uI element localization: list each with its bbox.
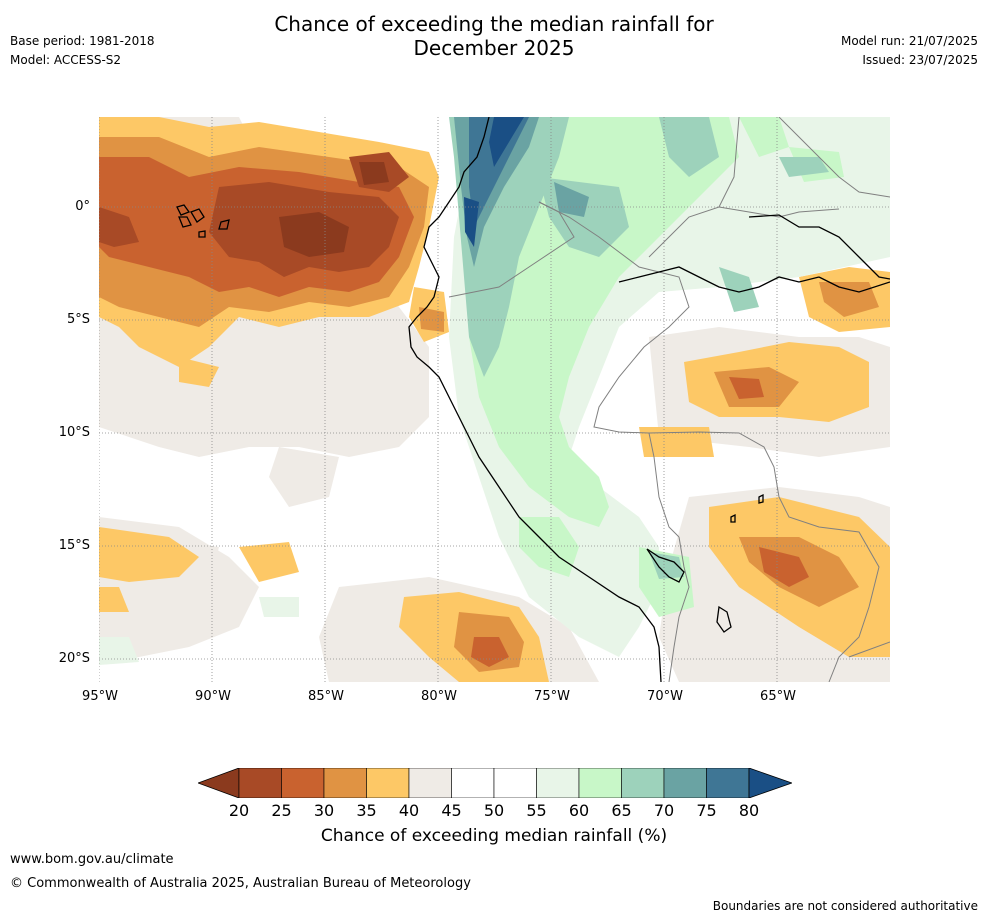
colorbar — [198, 768, 792, 798]
lon-label-95w: 95°W — [82, 689, 118, 704]
colorbar-bin — [281, 768, 325, 798]
rainfall-map — [99, 117, 890, 682]
colorbar-label: 80 — [738, 801, 760, 820]
colorbar-under-arrow — [198, 768, 240, 798]
footer-url[interactable]: www.bom.gov.au/climate — [10, 852, 174, 867]
colorbar-bin — [366, 768, 410, 798]
colorbar-bins — [238, 768, 750, 798]
colorbar-label: 70 — [653, 801, 675, 820]
lon-label-65w: 65°W — [760, 689, 796, 704]
colorbar-label: 20 — [228, 801, 250, 820]
lat-label-15s: 15°S — [58, 538, 90, 553]
colorbar-label: 65 — [611, 801, 632, 820]
colorbar-over-arrow — [748, 768, 792, 798]
colorbar-label: 35 — [356, 801, 377, 820]
lat-label-0: 0° — [75, 199, 90, 214]
lon-label-90w: 90°W — [195, 689, 231, 704]
issued-text: Issued: 23/07/2025 — [862, 53, 978, 67]
colorbar-label: 55 — [526, 801, 547, 820]
colorbar-label: 75 — [696, 801, 717, 820]
colorbar-bin — [451, 768, 495, 798]
colorbar-label: 40 — [398, 801, 420, 820]
meta-right: Model run: 21/07/2025 Issued: 23/07/2025 — [841, 32, 978, 70]
colorbar-bin — [536, 768, 580, 798]
colorbar-label: 45 — [441, 801, 462, 820]
colorbar-bin — [323, 768, 367, 798]
colorbar-label: 25 — [271, 801, 292, 820]
dry-under-20-areas — [279, 162, 389, 257]
colorbar-bin — [238, 768, 282, 798]
colorbar-label: 50 — [483, 801, 505, 820]
footer-disclaimer: Boundaries are not considered authoritat… — [712, 899, 978, 913]
colorbar-bin — [621, 768, 665, 798]
lon-label-70w: 70°W — [647, 689, 683, 704]
base-period-text: Base period: 1981-2018 — [10, 34, 155, 48]
map-title: Chance of exceeding the median rainfall … — [0, 12, 988, 60]
colorbar-label: 60 — [568, 801, 590, 820]
colorbar-label: 30 — [313, 801, 335, 820]
lat-label-20s: 20°S — [58, 651, 90, 666]
meta-left: Base period: 1981-2018 Model: ACCESS-S2 — [10, 32, 155, 70]
colorbar-bin — [663, 768, 707, 798]
title-line-1: Chance of exceeding the median rainfall … — [274, 12, 714, 36]
lat-label-5s: 5°S — [66, 312, 90, 327]
colorbar-bin — [408, 768, 452, 798]
footer-copyright: © Commonwealth of Australia 2025, Austra… — [10, 876, 471, 891]
lon-label-85w: 85°W — [308, 689, 344, 704]
model-run-text: Model run: 21/07/2025 — [840, 34, 978, 48]
lon-label-80w: 80°W — [421, 689, 457, 704]
country-borders — [448, 117, 890, 682]
colorbar-title: Chance of exceeding median rainfall (%) — [320, 826, 668, 846]
wet-over-80-areas — [464, 117, 524, 247]
map-gridlines — [99, 117, 890, 682]
wet-75-80-areas — [469, 117, 529, 227]
lat-label-10s: 10°S — [58, 425, 90, 440]
colorbar-bin — [578, 768, 622, 798]
colorbar-bin — [493, 768, 537, 798]
title-line-2: December 2025 — [413, 36, 575, 60]
model-text: Model: ACCESS-S2 — [10, 53, 122, 67]
lon-label-75w: 75°W — [534, 689, 570, 704]
coastlines — [176, 117, 890, 682]
colorbar-bin — [706, 768, 750, 798]
